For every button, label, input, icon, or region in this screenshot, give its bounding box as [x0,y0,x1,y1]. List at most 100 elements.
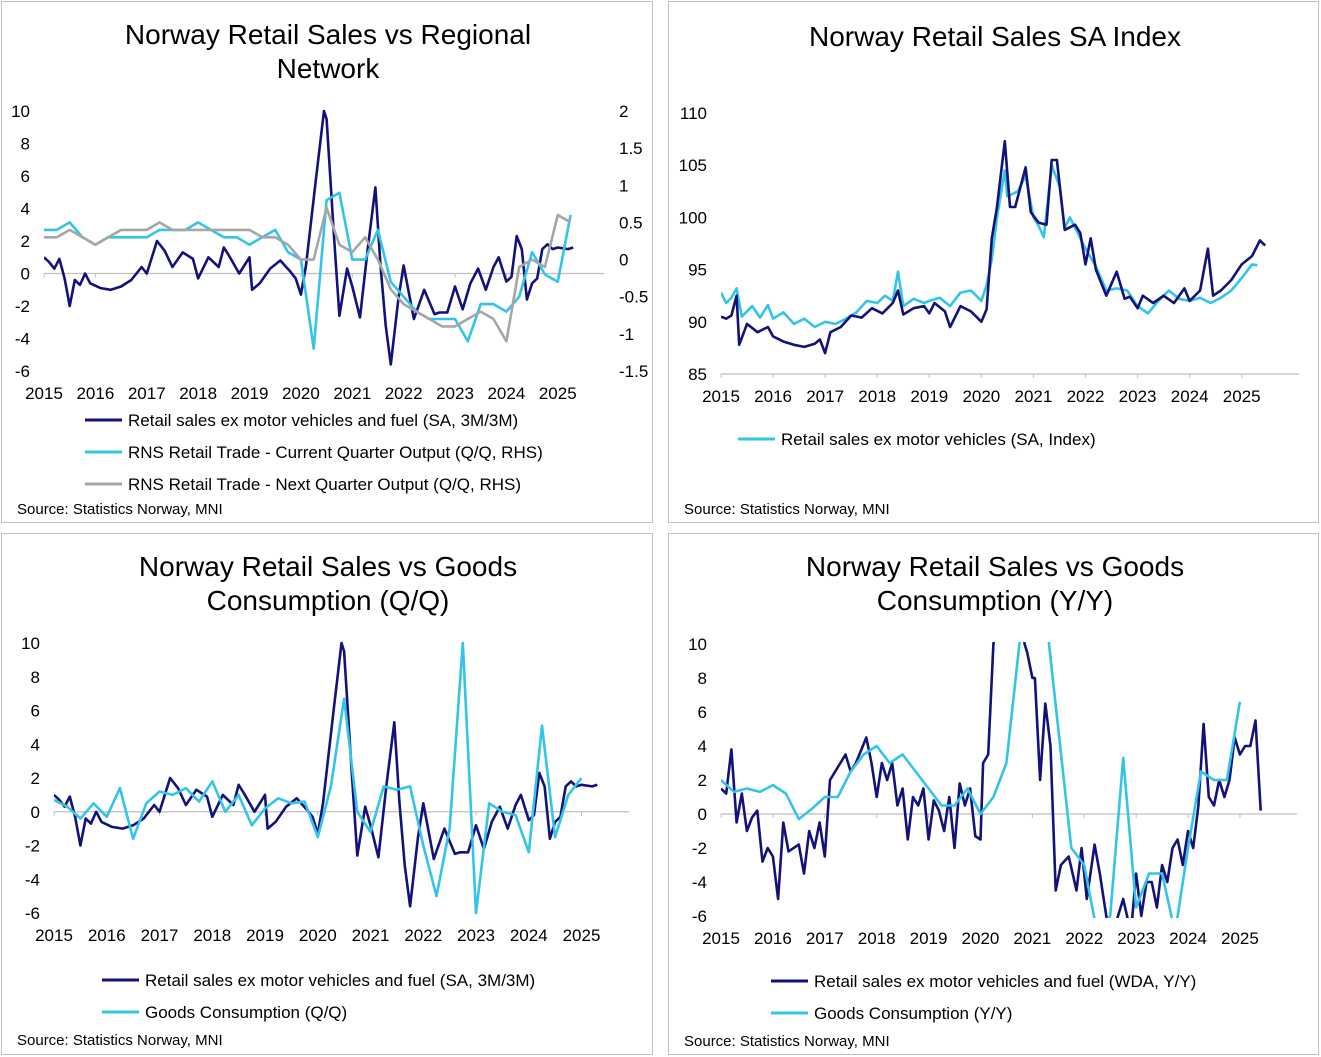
legend-label-retail-sales: Retail sales ex motor vehicles and fuel … [128,411,518,430]
chart-panel-retail-vs-regional-network: Norway Retail Sales vs Regional Network … [1,1,653,523]
chart-svg: Norway Retail Sales vs Goods Consumption… [684,551,1297,1050]
legend-label-rns-next: RNS Retail Trade - Next Quarter Output (… [128,475,521,494]
series-line-goods-consumption-y-y [721,642,1242,918]
y-tick-label-10: 10 [11,102,30,121]
x-tick-label-2025: 2025 [1223,387,1261,406]
x-tick-label-2016: 2016 [754,929,792,948]
y-right-tick-label-0: 0 [619,251,628,270]
y-tick-label-4: 4 [21,200,30,219]
x-tick-label-2016: 2016 [88,926,126,945]
x-tick-label-2016: 2016 [754,387,792,406]
chart-title-line-1: Norway Retail Sales vs Goods [806,551,1184,582]
chart-title-line-2: Consumption (Y/Y) [877,585,1114,616]
y-tick-label-4: -4 [15,330,30,349]
y-tick-label-4: -4 [692,873,707,892]
y-tick-label-8: 8 [31,668,40,687]
x-tick-label-2021: 2021 [352,926,390,945]
source-note: Source: Statistics Norway, MNI [17,1032,223,1049]
chart-panel-sa-index: Norway Retail Sales SA Index 2015 2016 201… [668,1,1319,523]
plot-area: 2015 2016 2017 2018 2019 2020 2021 2022 2023 2024… [679,104,1299,406]
chart-svg: Norway Retail Sales vs Goods Consumption… [17,551,629,1049]
legend: Retail sales ex motor vehicles and fuel … [771,972,1196,1023]
x-tick-label-2016: 2016 [76,384,114,403]
x-tick-label-2019: 2019 [231,384,269,403]
legend-label-goods-consumption: Goods Consumption (Q/Q) [145,1003,347,1022]
x-tick-label-2023: 2023 [457,926,495,945]
y-right-tick-label-2: 2 [619,102,628,121]
chart-panel-goods-consumption-qq: Norway Retail Sales vs Goods Consumption… [1,533,653,1055]
x-tick-label-2021: 2021 [1013,929,1051,948]
legend: Retail sales ex motor vehicles (SA, Inde… [738,430,1096,449]
plot-area: 2015 2016 2017 2018 2019 2020 2021 2022 2023 2024… [688,635,1297,948]
series-line-retail-sales-ex-motor-vehicles-sa-index [721,163,1258,329]
x-tick-label-2025: 2025 [1221,929,1259,948]
x-tick-label-2019: 2019 [910,387,948,406]
series-line-retail-sales-ex-motor-vehicles-and-fuel-sa-3m-3m [44,109,574,366]
y-right-tick-label-1: 1 [619,176,628,195]
legend-label-retail-index: Retail sales ex motor vehicles (SA, Inde… [781,430,1096,449]
x-tick-label-2018: 2018 [179,384,217,403]
y-tick-label-4: 4 [31,735,40,754]
y-tick-label-4: 4 [698,737,707,756]
x-tick-label-2019: 2019 [246,926,284,945]
series-line-retail-sales-ex-motor-vehicles-and-fuel-sa-3m-3m [54,641,598,908]
x-tick-label-2025: 2025 [539,384,577,403]
x-tick-label-2024: 2024 [1171,387,1209,406]
chart-title-line-1: Norway Retail Sales SA Index [809,21,1181,52]
y-right-tick-label-1: -1 [619,325,634,344]
y-tick-label-2: -2 [692,839,707,858]
x-tick-label-2024: 2024 [487,384,525,403]
y-tick-label-2: -2 [25,837,40,856]
y-tick-label-0: 0 [21,265,30,284]
x-tick-label-2022: 2022 [385,384,423,403]
x-tick-label-2024: 2024 [1169,929,1207,948]
legend: Retail sales ex motor vehicles and fuel … [102,971,535,1022]
series-line-retail-sales-ex-motor-vehicles-and-fuel-wda-y-y [721,642,1262,918]
series-line-goods-consumption-q-q [54,641,583,915]
y-tick-label-6: -6 [25,904,40,923]
chart-svg: Norway Retail Sales SA Index 2015 2016 201… [679,21,1299,518]
x-tick-label-2020: 2020 [282,384,320,403]
x-tick-label-2015: 2015 [35,926,73,945]
y-tick-label-2: -2 [15,297,30,316]
y-tick-label-100: 100 [679,208,707,227]
chart-title-line-2: Consumption (Q/Q) [207,585,450,616]
y-tick-label-85: 85 [688,365,707,384]
x-tick-label-2022: 2022 [1065,929,1103,948]
y-tick-label-0: 0 [31,803,40,822]
x-tick-label-2018: 2018 [858,387,896,406]
y-tick-label-110: 110 [680,104,707,123]
x-tick-label-2023: 2023 [1117,929,1155,948]
y-right-tick-label-1-5: -1.5 [619,362,648,381]
y-tick-label-6: 6 [698,703,707,722]
x-tick-label-2022: 2022 [1067,387,1105,406]
legend-label-retail-sales: Retail sales ex motor vehicles and fuel … [814,972,1196,991]
source-note: Source: Statistics Norway, MNI [17,501,223,518]
series-line-retail-sales-ex-motor-vehicles-and-fuel-sa-index [721,139,1267,355]
y-tick-label-10: 10 [688,635,707,654]
x-tick-label-2020: 2020 [962,929,1000,948]
y-tick-label-8: 8 [698,669,707,688]
series-line-rns-retail-trade-next-quarter-output-q-q-rhs [44,206,572,343]
x-tick-label-2018: 2018 [193,926,231,945]
y-tick-label-6: 6 [31,702,40,721]
plot-area: 2015 2016 2017 2018 2019 2020 2021 2022 2023 2024… [11,102,648,403]
x-tick-label-2017: 2017 [806,929,844,948]
y-tick-label-0: 0 [698,805,707,824]
y-right-tick-label-1-5: 1.5 [619,139,643,158]
x-tick-label-2024: 2024 [510,926,548,945]
y-tick-label-95: 95 [688,261,707,280]
x-tick-label-2022: 2022 [404,926,442,945]
x-tick-label-2018: 2018 [858,929,896,948]
chart-title-line-1: Norway Retail Sales vs Regional [125,19,531,50]
y-tick-label-8: 8 [21,135,30,154]
chart-title-line-2: Network [277,53,381,84]
x-tick-label-2020: 2020 [962,387,1000,406]
x-tick-label-2019: 2019 [910,929,948,948]
x-tick-label-2015: 2015 [702,929,740,948]
y-tick-label-6: 6 [21,167,30,186]
x-tick-label-2023: 2023 [1119,387,1157,406]
x-tick-label-2015: 2015 [702,387,740,406]
x-tick-label-2025: 2025 [563,926,601,945]
y-tick-label-90: 90 [688,313,707,332]
